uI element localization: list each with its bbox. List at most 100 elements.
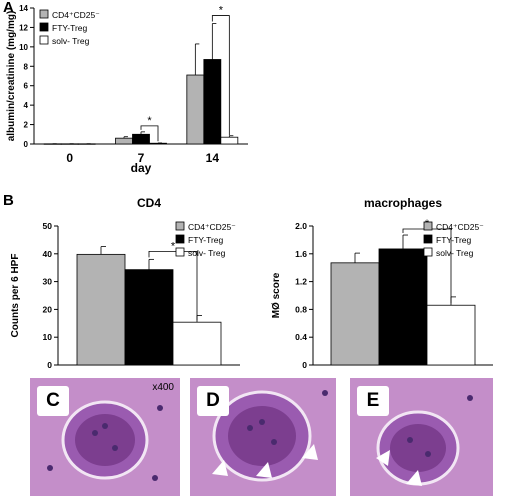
legend-label: solv- Treg <box>436 248 474 258</box>
y-tick-label: 0 <box>302 360 307 370</box>
legend-label: CD4⁺CD25⁻ <box>52 10 100 20</box>
chart-macrophages: 00.40.81.21.62.0MØ scoremacrophages*CD4⁺… <box>271 196 493 370</box>
legend-swatch <box>423 221 433 231</box>
magnification-label: x400 <box>152 382 174 393</box>
legend-swatch <box>175 234 185 244</box>
x-axis-label: day <box>131 161 152 175</box>
nucleus <box>425 451 431 457</box>
nucleus <box>467 395 473 401</box>
legend-swatch <box>175 247 185 257</box>
y-tick-label: 2.0 <box>295 221 307 231</box>
significance-bracket <box>148 250 198 321</box>
y-tick-label: 12 <box>19 23 28 32</box>
panel-label-b: B <box>3 192 14 209</box>
x-tick-label: 14 <box>206 151 220 165</box>
legend-swatch <box>39 35 49 45</box>
y-tick-label: 0.4 <box>295 332 307 342</box>
legend-label: CD4⁺CD25⁻ <box>436 222 484 232</box>
histology-image-d: D <box>190 378 336 496</box>
arrowhead-marker <box>302 444 318 460</box>
x-tick-label: 7 <box>138 151 145 165</box>
panel-label-a: A <box>3 0 14 16</box>
legend-label: FTY-Treg <box>436 235 472 245</box>
y-tick-label: 4 <box>24 101 29 110</box>
arrowhead-marker <box>376 450 390 466</box>
y-tick-label: 0.8 <box>295 304 307 314</box>
nucleus <box>157 405 163 411</box>
bar <box>149 142 167 145</box>
y-axis-label: Counts per 6 HPF <box>10 254 21 338</box>
significance-marker: * <box>171 240 176 252</box>
y-tick-label: 10 <box>19 43 28 52</box>
arrowhead-marker <box>256 462 272 478</box>
y-tick-label: 14 <box>19 4 28 13</box>
glomerular-tuft <box>75 414 135 466</box>
y-tick-label: 10 <box>43 332 53 342</box>
bar <box>378 248 428 366</box>
photo-label-e: E <box>357 386 389 416</box>
y-tick-label: 2 <box>24 121 29 130</box>
histology-stain-e <box>350 378 493 496</box>
nucleus <box>112 445 118 451</box>
significance-marker: * <box>219 5 224 17</box>
bar <box>76 253 126 366</box>
bar <box>115 137 133 145</box>
y-tick-label: 1.6 <box>295 249 307 259</box>
arrowhead-marker <box>212 460 228 476</box>
y-tick-label: 20 <box>43 304 53 314</box>
bar <box>330 262 380 366</box>
y-tick-label: 0 <box>24 140 29 149</box>
y-tick-label: 30 <box>43 277 53 287</box>
legend-label: solv- Treg <box>188 248 226 258</box>
y-axis-label: albumin/creatinine (mg/mg) <box>6 11 17 142</box>
photo-label-d: D <box>197 386 229 416</box>
y-tick-label: 8 <box>24 62 29 71</box>
bar <box>220 136 239 145</box>
arrowhead-marker <box>406 470 422 486</box>
glomerular-tuft <box>390 424 446 472</box>
histology-image-c: C x400 <box>30 378 180 496</box>
chart-title: CD4 <box>137 196 161 210</box>
bar <box>172 321 222 366</box>
chart-title: macrophages <box>364 196 442 210</box>
bar <box>124 269 174 366</box>
y-tick-label: 0 <box>47 360 52 370</box>
y-axis-label: MØ score <box>271 272 282 318</box>
nucleus <box>271 439 277 445</box>
legend-swatch <box>39 22 49 32</box>
histology-row: C x400 D E <box>0 378 520 497</box>
significance-bracket <box>140 125 159 142</box>
y-tick-label: 50 <box>43 221 53 231</box>
glomerular-tuft <box>228 406 296 466</box>
nucleus <box>247 425 253 431</box>
legend-swatch <box>39 9 49 19</box>
chart-cd4: 0 10 20 30 40 50 Counts per 6 HPF CD4 * CD4⁺CD25⁻… <box>10 196 240 370</box>
x-tick-label: 0 <box>66 151 73 165</box>
nucleus <box>92 430 98 436</box>
legend-swatch <box>175 221 185 231</box>
histology-image-e: E <box>350 378 493 496</box>
photo-label-c: C <box>37 386 69 416</box>
y-tick-label: 40 <box>43 249 53 259</box>
bar <box>186 74 205 145</box>
nucleus <box>47 465 53 471</box>
legend-label: FTY-Treg <box>52 23 88 33</box>
legend-swatch <box>423 247 433 257</box>
nucleus <box>259 419 265 425</box>
bar <box>426 304 476 366</box>
y-tick-label: 6 <box>24 82 29 91</box>
histology-stain-d <box>190 378 336 496</box>
y-tick-label: 1.2 <box>295 277 307 287</box>
histology-stain-c <box>30 378 180 496</box>
bar <box>203 59 222 145</box>
nucleus <box>407 437 413 443</box>
significance-bracket <box>211 15 230 136</box>
legend-label: solv- Treg <box>52 36 90 46</box>
legend-swatch <box>423 234 433 244</box>
nucleus <box>152 475 158 481</box>
nucleus <box>102 423 108 429</box>
nucleus <box>322 390 328 396</box>
significance-marker: * <box>147 115 152 127</box>
bar <box>132 133 150 145</box>
